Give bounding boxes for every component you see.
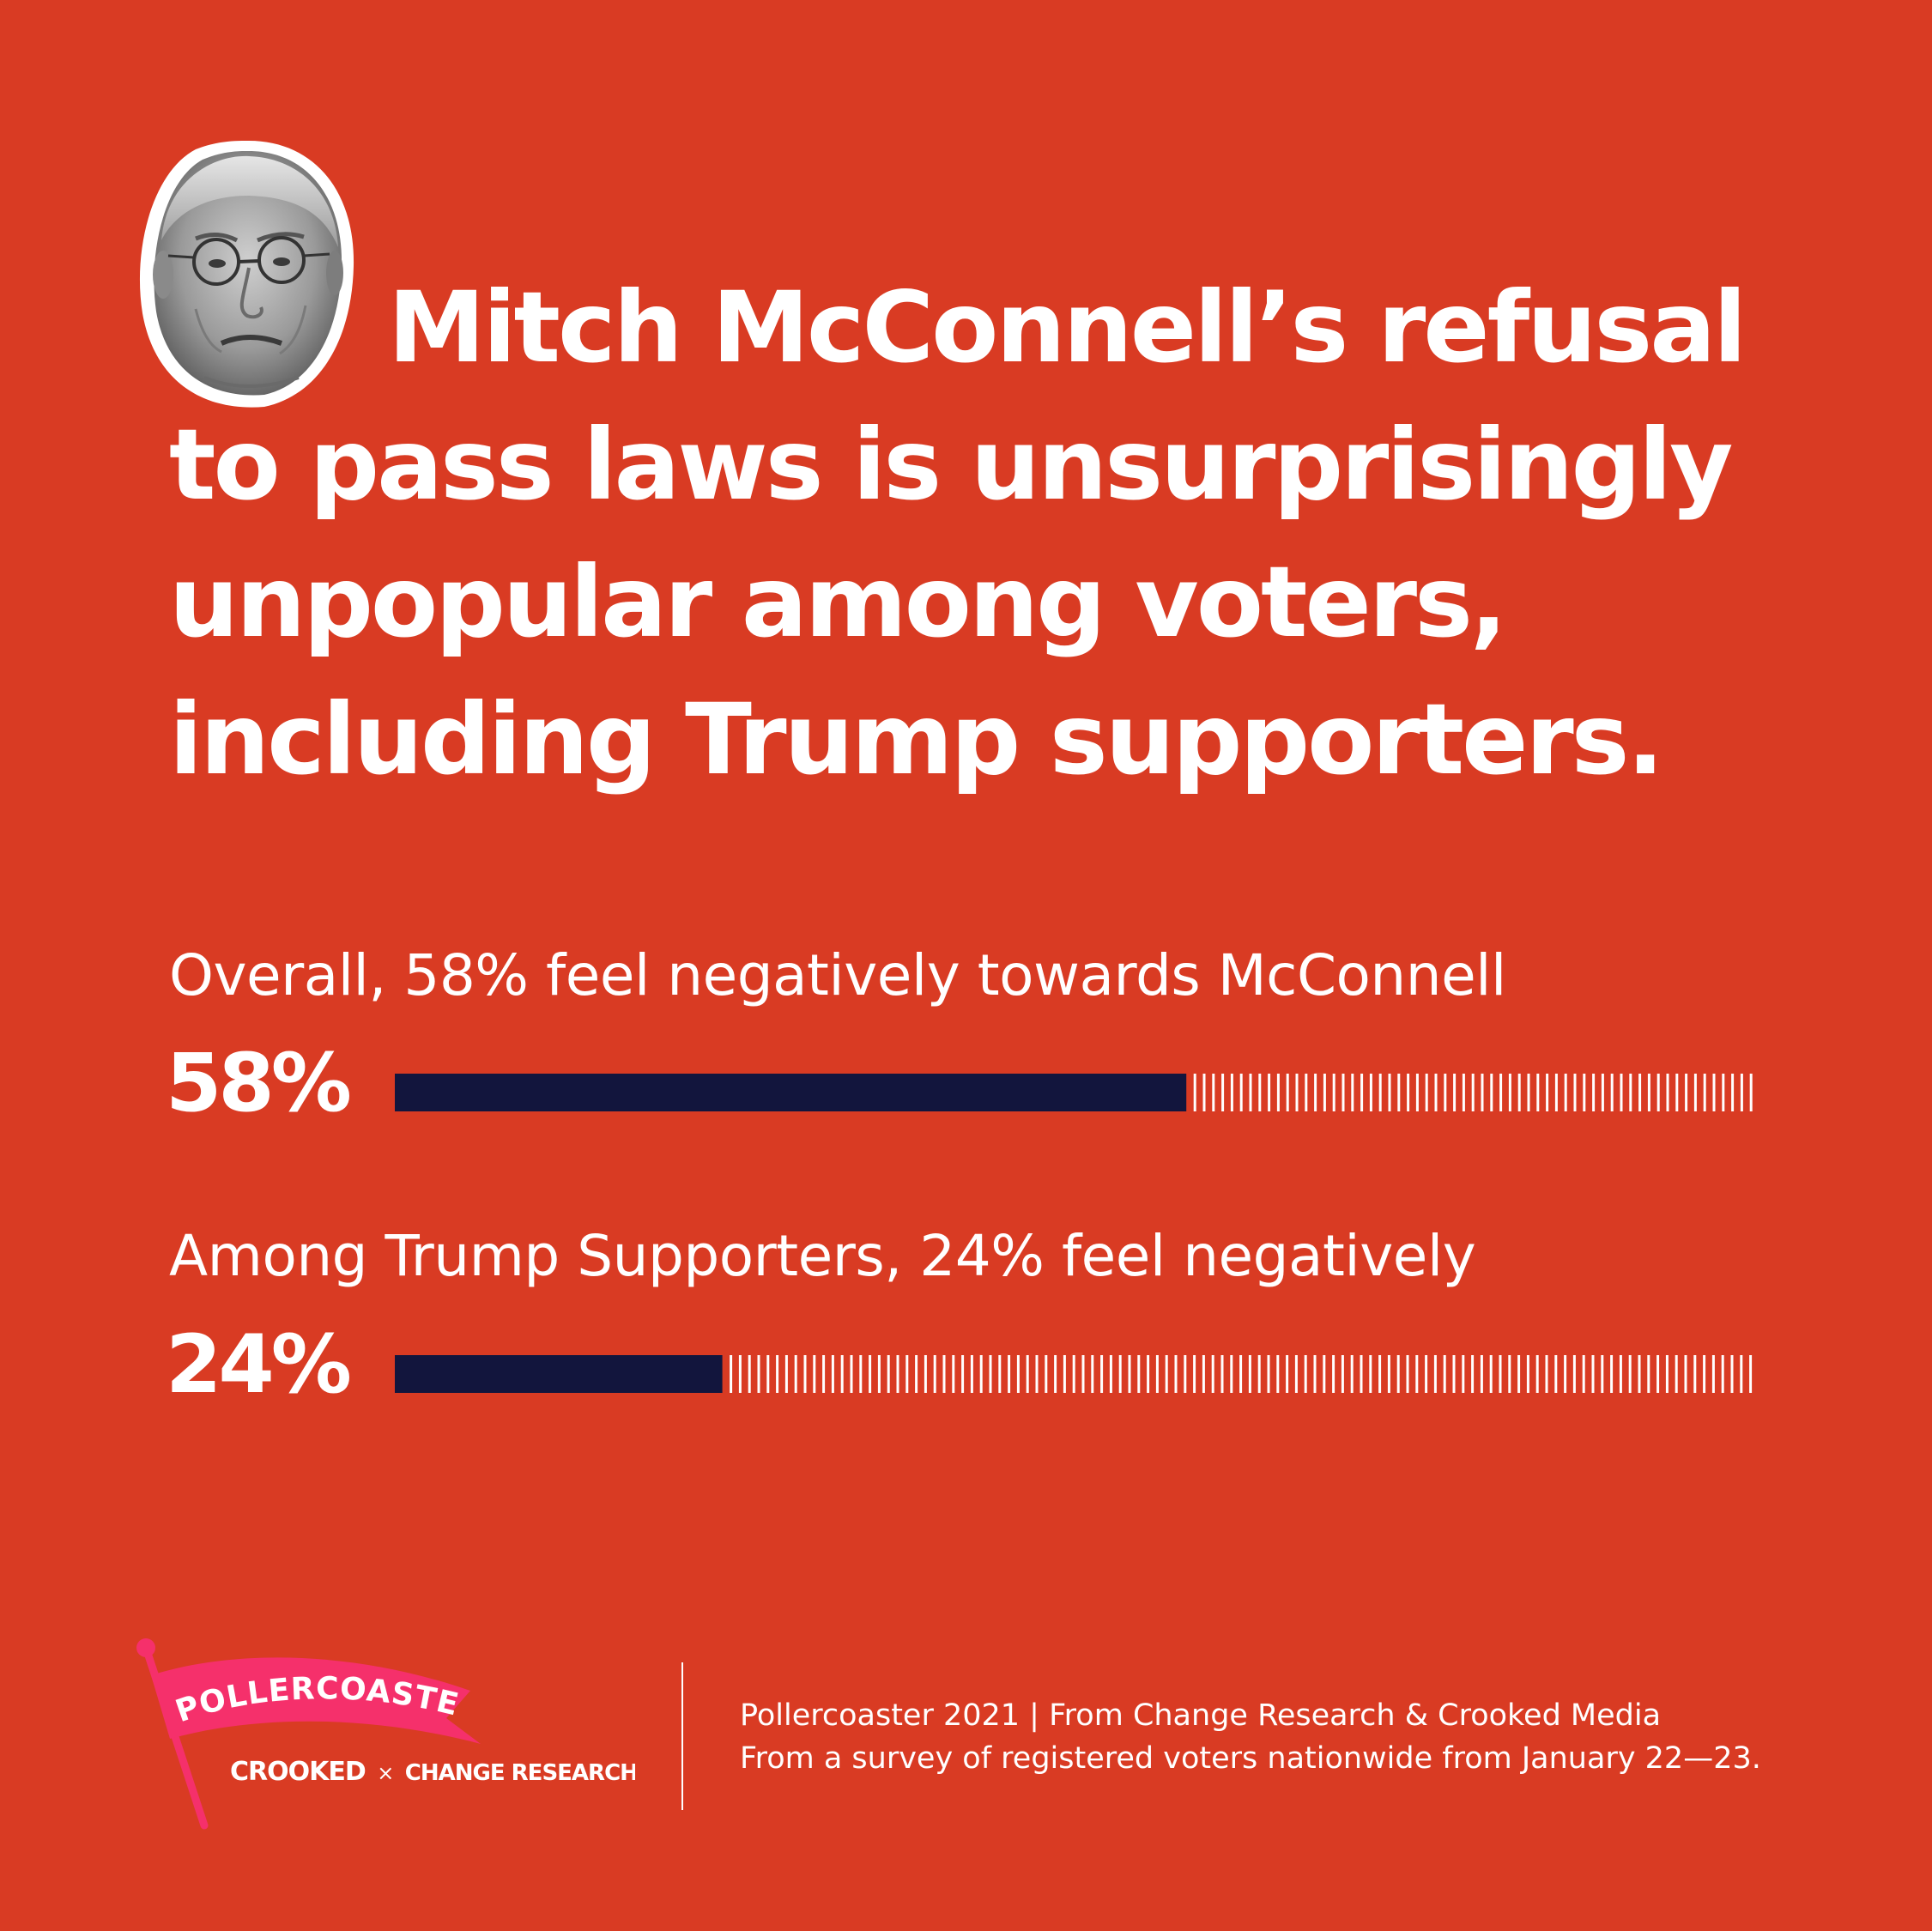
headline-line: to pass laws is unsurprisingly [169, 408, 1733, 522]
footer-line-1: Pollercoaster 2021 | From Change Researc… [740, 1698, 1662, 1733]
headline-line: unpopular among voters, [169, 545, 1507, 659]
logo-brand-left: CROOKED [230, 1757, 366, 1787]
footer-line-2: From a survey of registered voters natio… [740, 1741, 1761, 1776]
portrait-cutout [139, 140, 354, 408]
footer-source: Pollercoaster 2021 | From Change Researc… [740, 1694, 1761, 1780]
headline: Mitch McConnell’s refusal to pass laws i… [169, 259, 1800, 808]
bar-caption-trump-supporters: Among Trump Supporters, 24% feel negativ… [169, 1223, 1476, 1289]
headline-line: including Trump supporters. [169, 682, 1664, 796]
pollercoaster-logo: POLLERCOASTER CROOKED × CHANGE RESEARCH … [129, 1632, 635, 1830]
bar-track-trump-supporters [395, 1355, 1753, 1393]
footer-divider [681, 1662, 683, 1810]
svg-text:CROOKED × CHANGE RESEA: CROOKED × CHANGE RESEARCH ™ [230, 1757, 635, 1787]
logo-brand-right: CHANGE RESEARCH [405, 1760, 635, 1786]
bar-fill [395, 1074, 1187, 1111]
headline-line: Mitch McConnell’s refusal [388, 270, 1747, 384]
bar-fill [395, 1355, 723, 1393]
bar-value-label-trump-supporters: 24% [166, 1318, 352, 1412]
bar-value-label-overall: 58% [166, 1037, 352, 1130]
bar-track-overall [395, 1074, 1753, 1111]
bar-caption-overall: Overall, 58% feel negatively towards McC… [169, 942, 1506, 1008]
logo-separator: × [377, 1761, 393, 1785]
